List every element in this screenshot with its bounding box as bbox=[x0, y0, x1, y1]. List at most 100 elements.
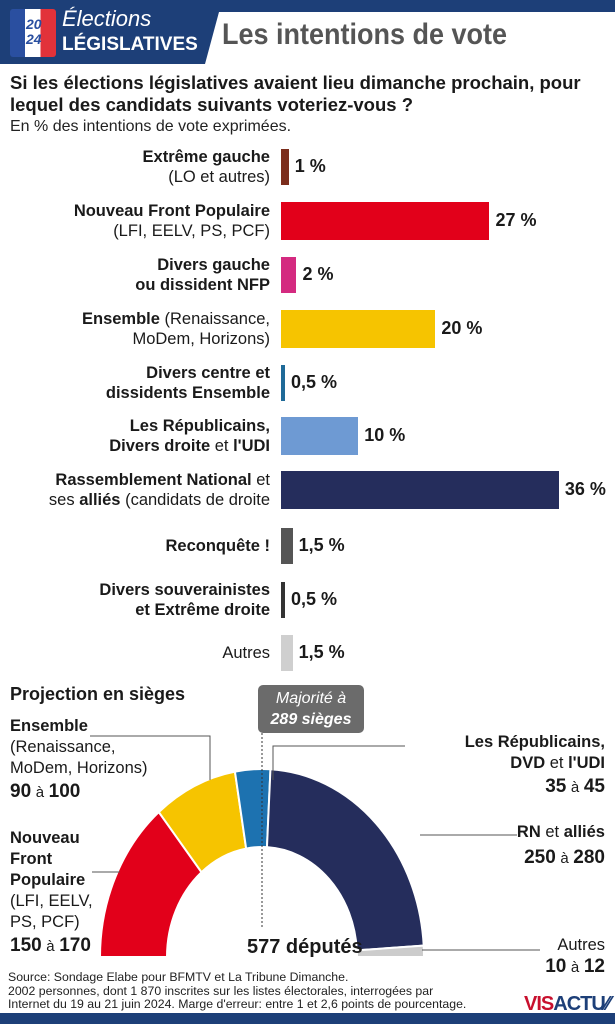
hemicycle-segment bbox=[265, 768, 425, 952]
label-line: ou dissident NFP bbox=[135, 275, 270, 295]
bar bbox=[281, 471, 559, 509]
label-part: (Renaissance, bbox=[159, 310, 270, 328]
bar bbox=[281, 149, 289, 185]
brand-legislatives: LÉGISLATIVES bbox=[62, 34, 198, 55]
brand-elections: Élections bbox=[62, 6, 152, 31]
bar bbox=[281, 257, 297, 293]
bar-label: Reconquête ! bbox=[165, 536, 270, 556]
label-part: l'UDI bbox=[233, 437, 270, 455]
footer-band bbox=[0, 1013, 615, 1024]
bar-value: 1,5 % bbox=[298, 642, 345, 662]
label-line: PS, PCF) bbox=[10, 913, 80, 931]
logo-part: VIS bbox=[524, 993, 554, 1015]
leader-line bbox=[272, 745, 405, 780]
bar-value: 20 % bbox=[441, 318, 483, 338]
bar-value: 10 % bbox=[364, 425, 406, 445]
bar-value: 27 % bbox=[495, 210, 537, 230]
label-line: Divers centre et bbox=[106, 363, 270, 383]
source-line: Source: Sondage Elabe pour BFMTV et La T… bbox=[8, 970, 349, 984]
label-line: Autres bbox=[557, 936, 605, 954]
label-part: Les Républicains, bbox=[129, 417, 270, 435]
majority-line1: Majorité à bbox=[275, 690, 347, 707]
seat-label-autres: Autres 10 à 12 bbox=[545, 935, 605, 978]
bar-label: Divers centre et dissidents Ensemble bbox=[106, 363, 270, 403]
bar-label: Rassemblement National et ses alliés (can… bbox=[49, 470, 270, 510]
label-line: et Extrême droite bbox=[99, 600, 270, 620]
label-line: dissidents Ensemble bbox=[106, 383, 270, 403]
label-line: Extrême gauche bbox=[143, 147, 270, 167]
bar-label: Divers souverainistes et Extrême droite bbox=[99, 580, 270, 620]
total-seats: 577 députés bbox=[247, 936, 363, 958]
seat-label-lr: Les Républicains, DVD et l'UDI 35 à 45 bbox=[465, 732, 605, 798]
seat-max: 12 bbox=[583, 956, 605, 977]
seat-min: 10 bbox=[545, 956, 567, 977]
source-note: Source: Sondage Elabe pour BFMTV et La T… bbox=[8, 970, 467, 1012]
label-line: Rassemblement National et bbox=[49, 470, 270, 490]
label-part: (candidats de droite bbox=[120, 491, 270, 509]
label-part: Nouveau Front Populaire bbox=[73, 202, 270, 220]
source-line: Internet du 19 au 21 juin 2024. Marge d'… bbox=[8, 997, 467, 1011]
bar-label: Ensemble (Renaissance, MoDem, Horizons) bbox=[82, 309, 270, 349]
label-part: Divers droite bbox=[109, 437, 211, 455]
label-line: Divers gauche bbox=[135, 255, 270, 275]
logo-part: ACTU bbox=[553, 993, 606, 1015]
label-line: Ensemble bbox=[10, 717, 88, 735]
bar-label: Extrême gauche (LO et autres) bbox=[143, 147, 270, 187]
seat-label-nfp: Nouveau Front Populaire (LFI, EELV, PS, … bbox=[10, 828, 93, 957]
source-line: 2002 personnes, dont 1 870 inscrites sur… bbox=[8, 983, 434, 998]
seat-min: 250 bbox=[524, 847, 556, 868]
bar-value: 1 % bbox=[294, 156, 326, 176]
label-part: RN bbox=[516, 823, 541, 841]
bar-label: Nouveau Front Populaire (LFI, EELV, PS, P… bbox=[74, 201, 270, 241]
bar bbox=[281, 635, 293, 671]
majority-badge: Majorité à 289 sièges bbox=[258, 685, 364, 733]
label-line: Autres bbox=[222, 643, 270, 663]
label-line: Ensemble (Renaissance, bbox=[82, 309, 270, 329]
label-part: et bbox=[210, 437, 234, 455]
bar bbox=[281, 310, 436, 348]
label-line: Front bbox=[10, 850, 53, 868]
label-line: (Renaissance, bbox=[10, 738, 116, 756]
hemicycle-segment bbox=[355, 944, 426, 958]
label-part: et bbox=[540, 823, 564, 841]
seat-min: 150 bbox=[10, 935, 42, 956]
leader-line bbox=[90, 735, 211, 780]
label-part: et Extrême droite bbox=[135, 601, 270, 619]
label-part: Divers centre et bbox=[146, 364, 270, 382]
label-line: ses alliés (candidats de droite bbox=[49, 490, 270, 510]
label-part: Extrême gauche bbox=[142, 148, 270, 166]
label-part: Autres bbox=[222, 644, 270, 662]
label-line: (LO et autres) bbox=[143, 167, 270, 187]
bar-value: 2 % bbox=[302, 264, 334, 284]
label-part: et bbox=[545, 754, 569, 772]
label-part: MoDem, Horizons) bbox=[132, 330, 270, 348]
label-part: Rassemblement National bbox=[55, 471, 252, 489]
seat-label-rn: RN et alliés 250 à 280 bbox=[517, 822, 605, 869]
seat-label-ensemble: Ensemble (Renaissance, MoDem, Horizons) … bbox=[10, 716, 148, 803]
seat-a: à bbox=[560, 850, 569, 867]
seat-max: 170 bbox=[59, 935, 91, 956]
bar-value: 0,5 % bbox=[291, 589, 338, 609]
seat-max: 280 bbox=[573, 847, 605, 868]
seat-a: à bbox=[35, 784, 45, 801]
label-line: Les Républicains, bbox=[464, 733, 605, 751]
label-line: (LFI, EELV, PS, PCF) bbox=[74, 221, 270, 241]
question: Si les élections législatives avaient li… bbox=[10, 72, 581, 115]
label-line: MoDem, Horizons) bbox=[82, 329, 270, 349]
label-part: (LFI, EELV, PS, PCF) bbox=[113, 222, 270, 240]
label-part: Divers gauche bbox=[157, 256, 270, 274]
bar-label: Divers gauche ou dissident NFP bbox=[135, 255, 270, 295]
label-line: Populaire bbox=[10, 871, 86, 889]
bar-value: 36 % bbox=[564, 479, 606, 499]
page-title: Les intentions de vote bbox=[222, 18, 508, 51]
label-part: (LO et autres) bbox=[168, 168, 270, 186]
label-line: Divers droite et l'UDI bbox=[109, 436, 270, 456]
label-line: Nouveau bbox=[10, 829, 80, 847]
label-part: Ensemble bbox=[81, 310, 160, 328]
bar-value: 0,5 % bbox=[291, 372, 338, 392]
seat-max: 100 bbox=[48, 781, 81, 802]
label-part: ses bbox=[48, 491, 80, 509]
majority-line2: 289 sièges bbox=[270, 711, 352, 728]
ballot-year: 20 24 bbox=[26, 16, 42, 47]
label-part: et bbox=[251, 471, 270, 489]
